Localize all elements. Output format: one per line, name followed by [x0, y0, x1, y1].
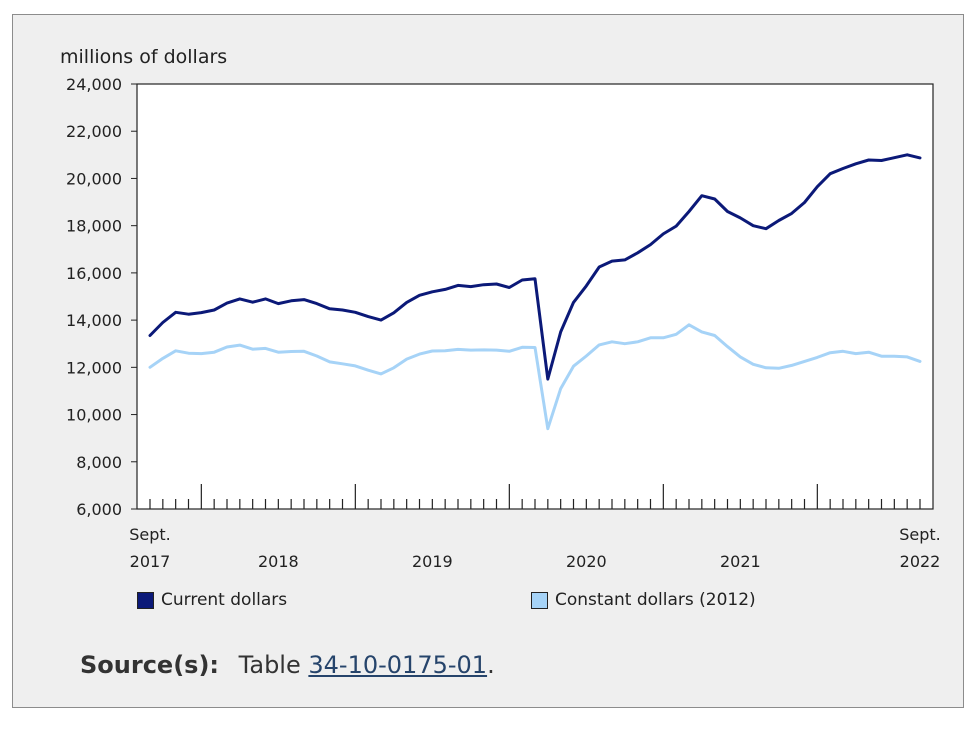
source-suffix: .: [487, 651, 495, 679]
y-tick-label: 10,000: [66, 406, 122, 425]
x-tick-label-month: Sept.: [899, 525, 941, 544]
series-line-current-dollars: [148, 153, 922, 381]
source-label: Source(s):: [80, 651, 220, 679]
source-prefix: Table: [238, 651, 301, 679]
y-tick-label: 14,000: [66, 311, 122, 330]
x-tick-label-year: 2017: [130, 552, 171, 571]
legend-item-current: Current dollars: [137, 590, 287, 610]
y-tick-label: 18,000: [66, 217, 122, 236]
y-tick-label: 12,000: [66, 358, 122, 377]
y-tick-label: 16,000: [66, 264, 122, 283]
legend-item-constant: Constant dollars (2012): [531, 590, 756, 610]
legend-swatch-constant: [531, 591, 548, 609]
legend-label-current: Current dollars: [161, 590, 288, 610]
series-line-constant-dollars: [148, 323, 922, 431]
x-tick-label-year: 2021: [720, 552, 761, 571]
x-tick-label-year: 2019: [412, 552, 453, 571]
y-tick-label: 20,000: [66, 169, 122, 188]
plot-area: [136, 83, 934, 510]
x-tick-label-year: 2022: [900, 552, 941, 571]
y-axis-label: millions of dollars: [60, 46, 228, 68]
legend-swatch-current: [137, 591, 154, 609]
source-table-link[interactable]: 34-10-0175-01: [308, 651, 488, 679]
x-tick-label-year: 2018: [258, 552, 299, 571]
y-tick-label: 24,000: [66, 75, 122, 94]
y-tick-label: 8,000: [76, 453, 122, 472]
legend-label-constant: Constant dollars (2012): [555, 590, 756, 610]
x-tick-label-month: Sept.: [129, 525, 171, 544]
source-note: Source(s): Table 34-10-0175-01.: [80, 651, 495, 679]
y-tick-label: 6,000: [76, 500, 122, 519]
y-tick-label: 22,000: [66, 122, 122, 141]
x-tick-label-year: 2020: [566, 552, 607, 571]
